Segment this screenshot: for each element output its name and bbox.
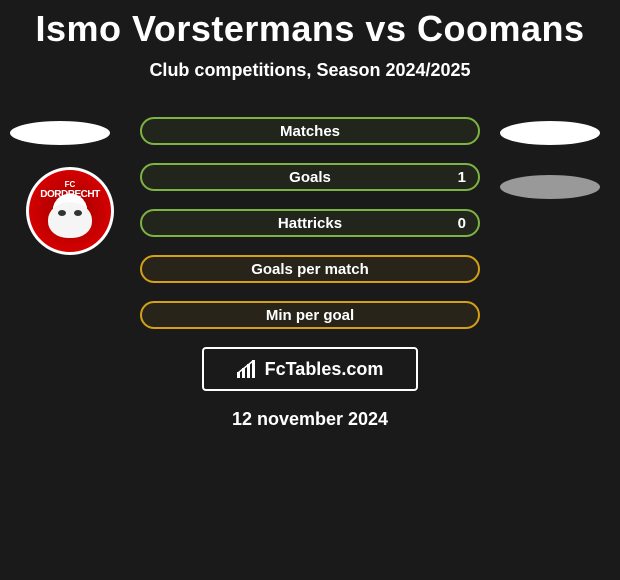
subtitle: Club competitions, Season 2024/2025 [0, 60, 620, 81]
right-player-placeholder-1 [500, 175, 600, 199]
stat-bar-min-per-goal: Min per goal [140, 301, 480, 329]
badge-sheep-icon [48, 202, 92, 238]
right-player-placeholder-0 [500, 121, 600, 145]
stat-label: Hattricks [278, 215, 342, 232]
branding-text: FcTables.com [265, 359, 384, 380]
comparison-content: FC DORDRECHT Matches Goals 1 Hattricks 0… [0, 117, 620, 430]
badge-city-text: DORDRECHT [40, 189, 99, 200]
stat-label: Goals per match [251, 261, 369, 278]
bar-chart-icon [237, 360, 259, 378]
stat-bar-matches: Matches [140, 117, 480, 145]
stat-label: Matches [280, 123, 340, 140]
left-player-placeholder [10, 121, 110, 145]
stat-bar-hattricks: Hattricks 0 [140, 209, 480, 237]
stat-value-right: 0 [458, 215, 466, 232]
stat-bar-goals-per-match: Goals per match [140, 255, 480, 283]
stat-bar-goals: Goals 1 [140, 163, 480, 191]
branding-box: FcTables.com [202, 347, 418, 391]
snapshot-date: 12 november 2024 [0, 409, 620, 430]
stat-bars: Matches Goals 1 Hattricks 0 Goals per ma… [140, 117, 480, 329]
page-title: Ismo Vorstermans vs Coomans [0, 0, 620, 50]
stat-label: Min per goal [266, 307, 354, 324]
stat-label: Goals [289, 169, 331, 186]
badge-fc-text: FC [65, 180, 76, 189]
club-badge-dordrecht: FC DORDRECHT [26, 167, 114, 255]
stat-value-right: 1 [458, 169, 466, 186]
